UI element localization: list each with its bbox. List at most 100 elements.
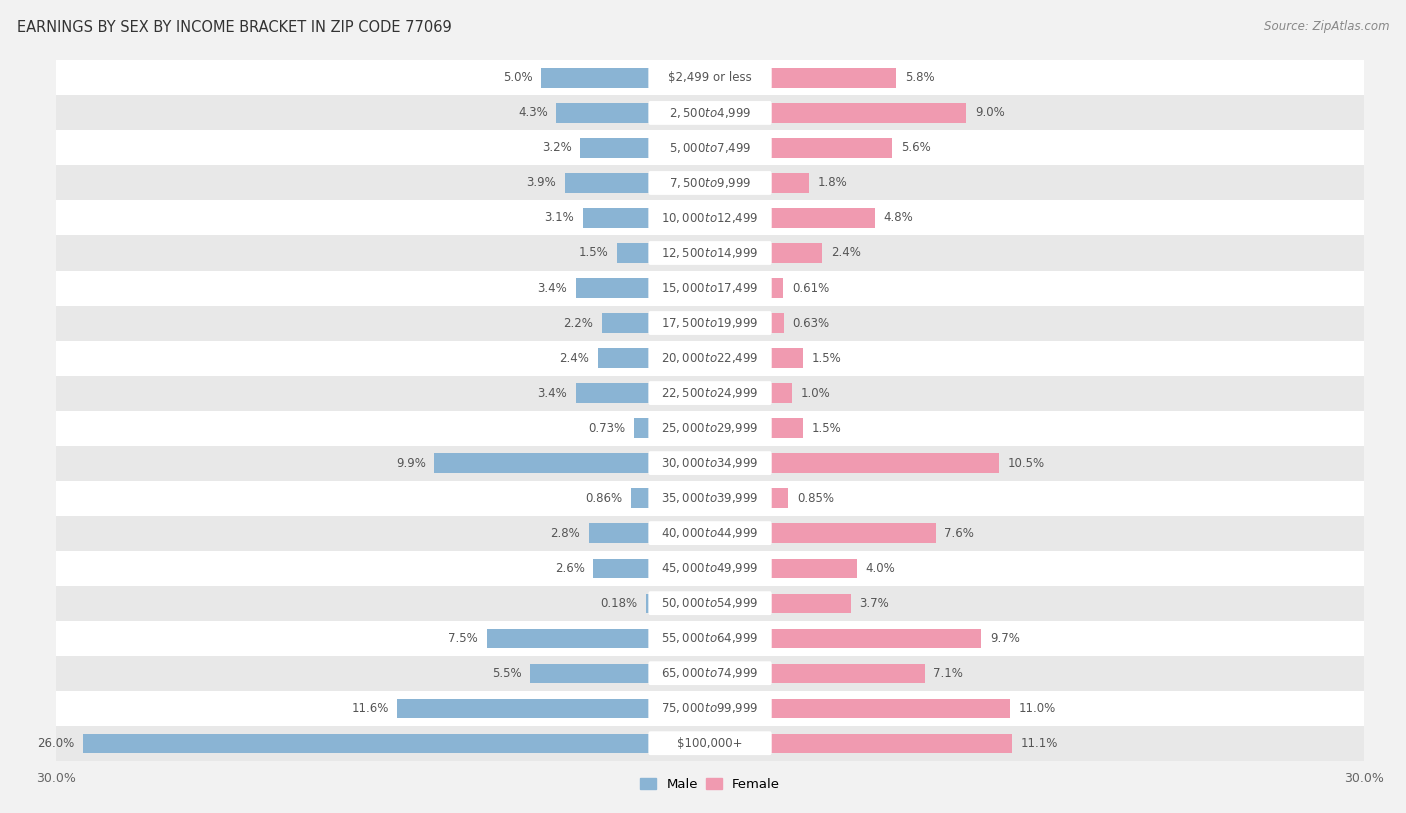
Text: 3.4%: 3.4%	[537, 386, 567, 399]
Text: 3.7%: 3.7%	[859, 597, 889, 610]
Bar	[56, 306, 1364, 341]
Text: 26.0%: 26.0%	[38, 737, 75, 750]
Bar	[647, 593, 650, 613]
Bar	[617, 243, 650, 263]
FancyBboxPatch shape	[648, 521, 772, 545]
Text: Source: ZipAtlas.com: Source: ZipAtlas.com	[1264, 20, 1389, 33]
Text: $35,000 to $39,999: $35,000 to $39,999	[661, 491, 759, 505]
Text: 9.0%: 9.0%	[974, 107, 1004, 120]
Text: $100,000+: $100,000+	[678, 737, 742, 750]
Text: 1.5%: 1.5%	[811, 422, 841, 435]
Bar	[770, 489, 789, 508]
Text: 3.9%: 3.9%	[527, 176, 557, 189]
Bar	[770, 243, 823, 263]
Bar	[770, 628, 981, 648]
Text: $40,000 to $44,999: $40,000 to $44,999	[661, 526, 759, 540]
Text: 11.1%: 11.1%	[1021, 737, 1057, 750]
Bar	[56, 411, 1364, 446]
Bar	[56, 620, 1364, 655]
Text: 1.0%: 1.0%	[800, 386, 830, 399]
Bar	[486, 628, 650, 648]
Bar	[56, 60, 1364, 95]
Bar	[398, 698, 650, 718]
Bar	[602, 313, 650, 333]
Text: 0.18%: 0.18%	[600, 597, 637, 610]
Bar	[598, 349, 650, 367]
Bar	[576, 384, 650, 402]
FancyBboxPatch shape	[648, 486, 772, 510]
Bar	[770, 419, 803, 437]
Bar	[770, 559, 858, 578]
Text: 1.5%: 1.5%	[579, 246, 609, 259]
Text: $50,000 to $54,999: $50,000 to $54,999	[661, 596, 759, 610]
FancyBboxPatch shape	[648, 696, 772, 720]
Text: 11.0%: 11.0%	[1018, 702, 1056, 715]
Text: 1.5%: 1.5%	[811, 351, 841, 364]
Text: 4.8%: 4.8%	[883, 211, 912, 224]
Bar	[56, 691, 1364, 726]
Bar	[770, 593, 851, 613]
Text: 10.5%: 10.5%	[1008, 457, 1045, 470]
Bar	[56, 201, 1364, 236]
Bar	[56, 585, 1364, 620]
Text: 11.6%: 11.6%	[352, 702, 388, 715]
Bar	[56, 341, 1364, 376]
Bar	[56, 166, 1364, 201]
FancyBboxPatch shape	[648, 661, 772, 685]
Bar	[56, 480, 1364, 515]
FancyBboxPatch shape	[648, 171, 772, 195]
Text: $2,500 to $4,999: $2,500 to $4,999	[669, 106, 751, 120]
Text: $5,000 to $7,499: $5,000 to $7,499	[669, 141, 751, 155]
Text: 2.8%: 2.8%	[551, 527, 581, 540]
Text: 7.6%: 7.6%	[945, 527, 974, 540]
Bar	[557, 103, 650, 123]
Bar	[56, 376, 1364, 411]
FancyBboxPatch shape	[648, 732, 772, 755]
Bar	[56, 726, 1364, 761]
Bar	[589, 524, 650, 543]
Text: $25,000 to $29,999: $25,000 to $29,999	[661, 421, 759, 435]
Bar	[634, 419, 650, 437]
Text: $75,000 to $99,999: $75,000 to $99,999	[661, 701, 759, 715]
Bar	[56, 446, 1364, 480]
Bar	[770, 313, 783, 333]
Bar	[83, 733, 650, 753]
Legend: Male, Female: Male, Female	[634, 773, 786, 797]
Bar	[565, 173, 650, 193]
Text: 3.2%: 3.2%	[541, 141, 572, 154]
Text: $7,500 to $9,999: $7,500 to $9,999	[669, 176, 751, 190]
Text: 5.8%: 5.8%	[905, 72, 935, 85]
Bar	[56, 550, 1364, 585]
Text: 5.6%: 5.6%	[901, 141, 931, 154]
Text: 2.2%: 2.2%	[564, 316, 593, 329]
Bar	[770, 138, 891, 158]
Text: $17,500 to $19,999: $17,500 to $19,999	[661, 316, 759, 330]
Bar	[581, 138, 650, 158]
FancyBboxPatch shape	[648, 346, 772, 370]
FancyBboxPatch shape	[648, 136, 772, 160]
FancyBboxPatch shape	[648, 381, 772, 405]
Bar	[593, 559, 650, 578]
Text: $30,000 to $34,999: $30,000 to $34,999	[661, 456, 759, 470]
Bar	[434, 454, 650, 472]
Bar	[631, 489, 650, 508]
Bar	[530, 663, 650, 683]
Bar	[770, 103, 966, 123]
FancyBboxPatch shape	[648, 416, 772, 440]
Text: $10,000 to $12,499: $10,000 to $12,499	[661, 211, 759, 225]
Bar	[770, 278, 783, 298]
FancyBboxPatch shape	[648, 451, 772, 475]
Text: 4.0%: 4.0%	[866, 562, 896, 575]
FancyBboxPatch shape	[648, 591, 772, 615]
FancyBboxPatch shape	[648, 556, 772, 580]
Text: $45,000 to $49,999: $45,000 to $49,999	[661, 561, 759, 575]
Text: 2.4%: 2.4%	[831, 246, 860, 259]
Bar	[56, 95, 1364, 130]
Text: 3.4%: 3.4%	[537, 281, 567, 294]
FancyBboxPatch shape	[648, 241, 772, 265]
Text: $55,000 to $64,999: $55,000 to $64,999	[661, 631, 759, 646]
Text: 5.5%: 5.5%	[492, 667, 522, 680]
Text: 0.85%: 0.85%	[797, 492, 834, 505]
Bar	[770, 208, 875, 228]
Text: $15,000 to $17,499: $15,000 to $17,499	[661, 281, 759, 295]
